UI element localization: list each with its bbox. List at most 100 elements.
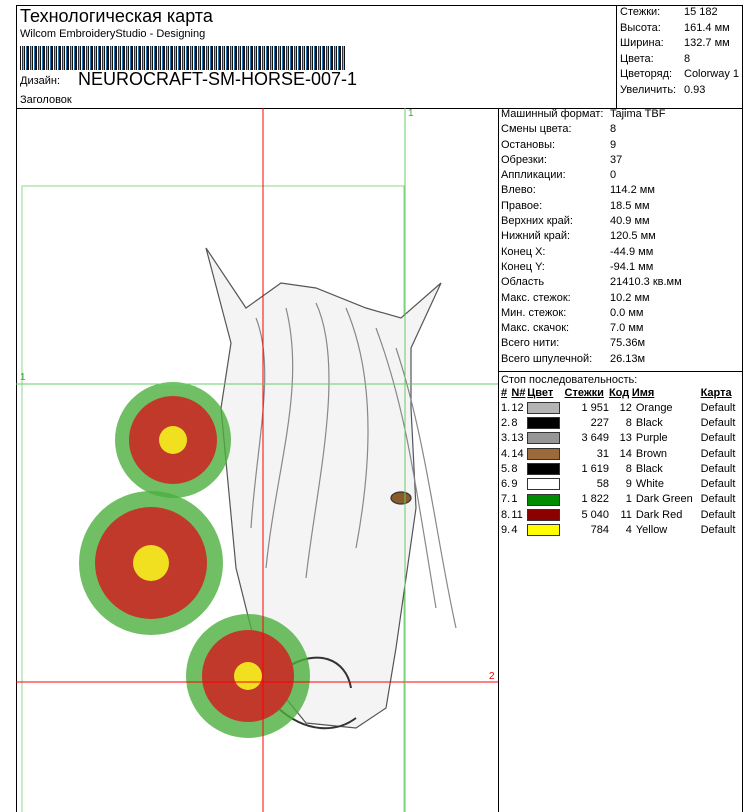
stat-value: 10.2 мм — [610, 291, 650, 304]
stat-label: Смены цвета: — [501, 123, 572, 136]
color-cell — [527, 431, 564, 446]
design-name: NEUROCRAFT-SM-HORSE-007-1 — [78, 69, 358, 89]
stitch-count: 227 — [590, 416, 609, 429]
stat-label: Мин. стежок: — [501, 306, 567, 319]
stat-row: Макс. скачок: 7.0 мм — [498, 322, 743, 337]
color-code: 11 — [620, 508, 632, 521]
stat-row: Макс. стежок: 10.2 мм — [498, 292, 743, 307]
stat-label: Правое: — [501, 199, 543, 212]
heading-label: Заголовок — [20, 94, 72, 106]
stat-row: Влево: 114.2 мм — [498, 184, 743, 199]
page-frame — [16, 5, 743, 812]
column-header: Код — [608, 387, 630, 400]
table-row: 5. 8 1 619 8 Black Default — [501, 461, 740, 476]
chart-name: Default — [700, 416, 736, 429]
guide-label-1-top: 1 — [408, 108, 414, 119]
stat-label: Верхних край: — [501, 215, 573, 228]
color-cell — [527, 415, 564, 430]
summary-label: Цветоряд: — [620, 68, 673, 80]
stat-row: Верхних край: 40.9 мм — [498, 215, 743, 230]
column-header: Стежки — [564, 387, 604, 400]
color-name: Brown — [635, 447, 668, 460]
stop-sequence: Стоп последовательность: # N# Цвет Стежки Ко… — [498, 371, 743, 538]
stitch-count: 1 951 — [581, 401, 609, 414]
design-preview: 1 1 2 — [16, 108, 499, 812]
header: Технологическая карта Wilcom EmbroideryS… — [16, 5, 743, 109]
stat-value: 9 — [610, 138, 617, 151]
page-title: Технологическая карта — [20, 6, 213, 26]
stop-sequence-table: # N# Цвет Стежки Код Имя Карта 1. 12 1 951 12 Oran… — [501, 386, 740, 538]
chart-name: Default — [700, 478, 736, 491]
summary-row: Ширина: 132.7 мм — [620, 37, 740, 53]
needle-number: 9 — [511, 478, 518, 491]
needle-number: 14 — [511, 447, 524, 460]
table-row: 3. 13 3 649 13 Purple Default — [501, 431, 740, 446]
needle-number: 8 — [511, 462, 518, 475]
chart-name: Default — [700, 447, 736, 460]
color-name: Dark Green — [635, 493, 693, 506]
color-swatch — [527, 417, 561, 430]
stop-number: 5. — [501, 462, 511, 475]
stitch-count: 58 — [596, 478, 609, 491]
needle-number: 4 — [511, 524, 518, 537]
stat-row: Машинный формат: Tajima TBF — [498, 108, 743, 123]
stop-number: 1. — [501, 401, 511, 414]
color-name: Purple — [635, 432, 668, 445]
needle-number: 13 — [511, 432, 524, 445]
stat-row: Конец X: -44.9 мм — [498, 246, 743, 261]
stat-label: Макс. скачок: — [501, 322, 570, 335]
color-cell — [527, 522, 564, 537]
guide-label-1-left: 1 — [20, 372, 26, 383]
summary-label: Ширина: — [620, 37, 664, 49]
needle-number: 8 — [511, 416, 518, 429]
color-swatch — [527, 493, 561, 506]
chart-name: Default — [700, 401, 736, 414]
table-row: 1. 12 1 951 12 Orange Default — [501, 400, 740, 415]
stat-label: Всего шпулечной: — [501, 352, 593, 365]
color-name: Orange — [635, 401, 673, 414]
stitch-count: 31 — [596, 447, 609, 460]
stat-row: Всего нити: 75.36м — [498, 337, 743, 352]
stat-row: Нижний край: 120.5 мм — [498, 230, 743, 245]
stat-value: 0 — [610, 169, 617, 182]
column-header: Карта — [700, 387, 732, 400]
summary-value: Colorway 1 — [684, 68, 740, 80]
stop-number: 9. — [501, 524, 511, 537]
stat-label: Машинный формат: — [501, 108, 604, 120]
chart-name: Default — [700, 508, 736, 521]
stop-number: 7. — [501, 493, 511, 506]
summary-row: Увеличить: 0.93 — [620, 84, 740, 100]
stat-value: 8 — [610, 123, 617, 136]
summary-row: Цветоряд: Colorway 1 — [620, 68, 740, 84]
stat-label: Область — [501, 276, 545, 289]
color-code: 1 — [625, 493, 632, 506]
stat-value: 114.2 мм — [610, 184, 655, 197]
color-swatch — [527, 401, 561, 414]
color-cell — [527, 477, 564, 492]
stat-value: 0.0 мм — [610, 306, 644, 319]
stat-value: 18.5 мм — [610, 199, 650, 212]
stitch-count: 784 — [590, 524, 609, 537]
color-code: 12 — [619, 401, 632, 414]
color-cell — [527, 400, 564, 415]
barcode — [20, 46, 346, 70]
info-panel: Машинный формат: Tajima TBF Смены цвета: 8 О… — [498, 108, 743, 538]
stat-value: -44.9 мм — [610, 245, 654, 258]
design-stats: Машинный формат: Tajima TBF Смены цвета: 8 О… — [498, 108, 743, 368]
stat-label: Конец Y: — [501, 260, 545, 273]
summary-value: 132.7 мм — [684, 37, 730, 49]
design-label: Дизайн: — [20, 75, 61, 87]
column-header: Имя — [631, 387, 655, 400]
embroidery-preview — [16, 108, 498, 812]
color-code: 14 — [619, 447, 632, 460]
color-swatch — [527, 524, 561, 537]
stat-row: Правое: 18.5 мм — [498, 200, 743, 215]
stat-value: 37 — [610, 153, 623, 166]
color-swatch — [527, 432, 561, 445]
stat-value: 40.9 мм — [610, 215, 650, 228]
table-row: 2. 8 227 8 Black Default — [501, 415, 740, 430]
color-code: 8 — [625, 416, 632, 429]
color-cell — [527, 492, 564, 507]
stat-label: Аппликации: — [501, 169, 566, 182]
